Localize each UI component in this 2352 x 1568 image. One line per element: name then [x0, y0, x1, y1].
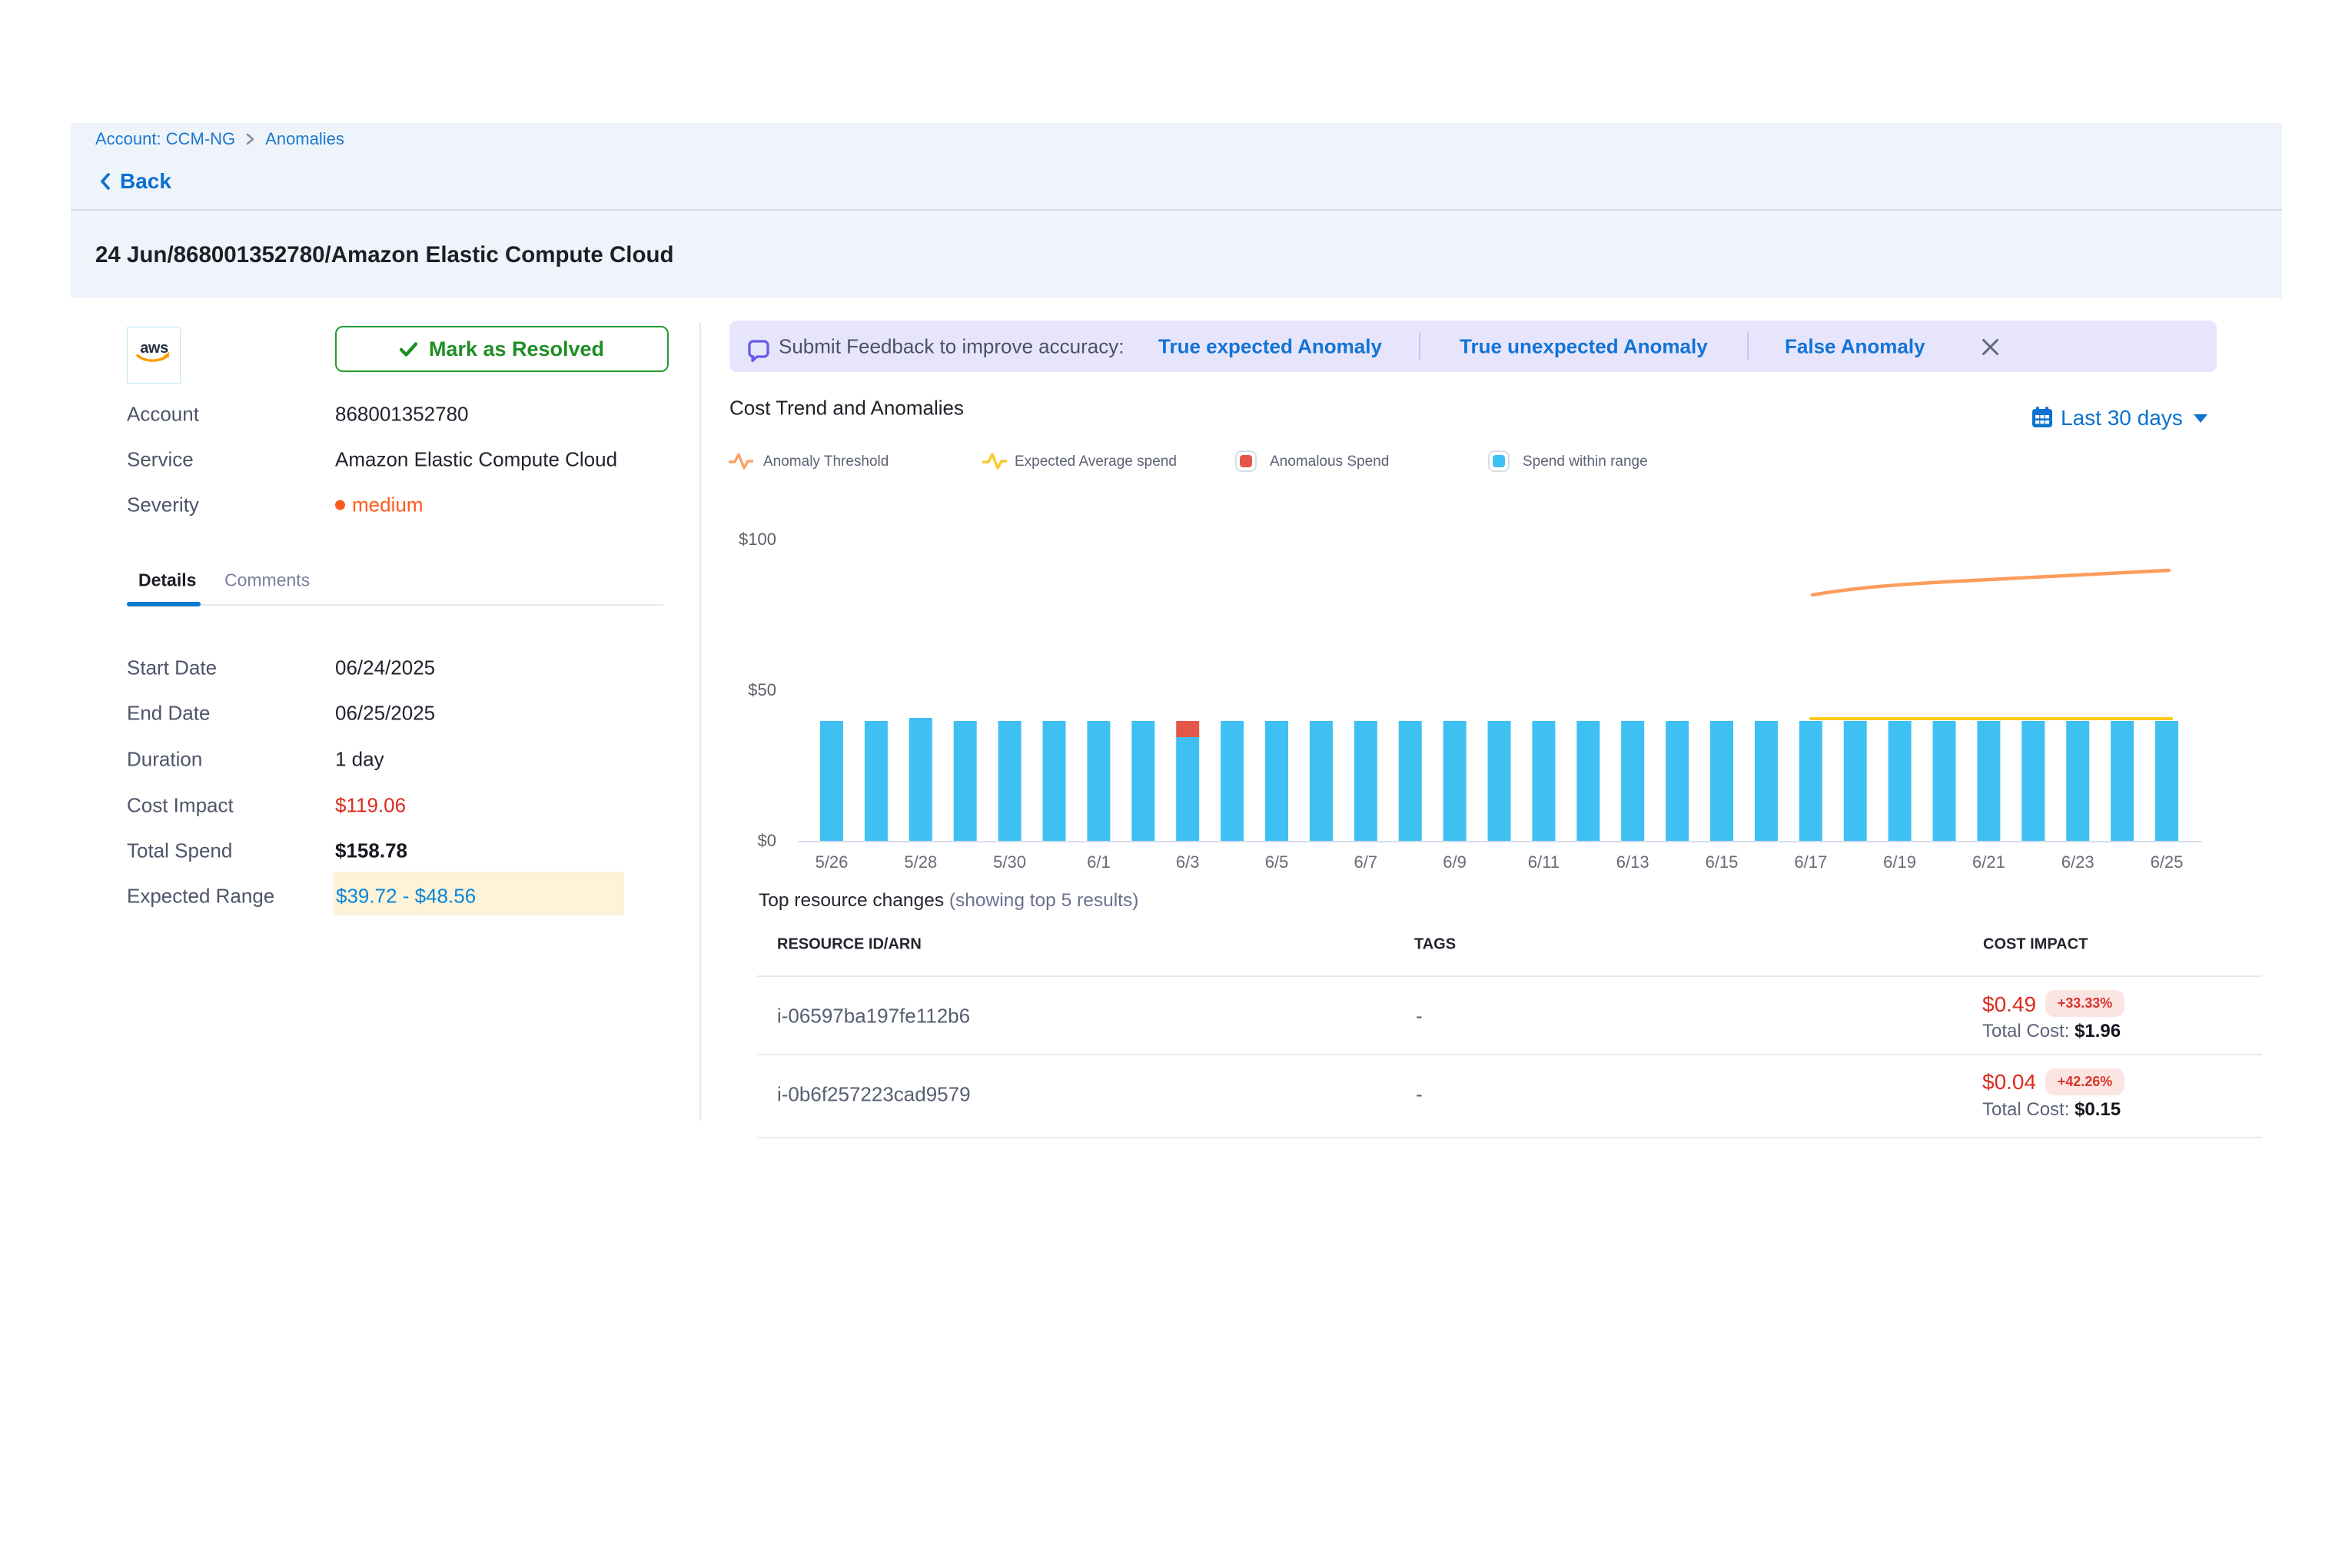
svg-text:$50: $50 [748, 680, 776, 699]
svg-text:6/9: 6/9 [1443, 852, 1467, 872]
svg-text:6/15: 6/15 [1706, 852, 1739, 872]
svg-text:6/17: 6/17 [1794, 852, 1827, 872]
svg-text:5/26: 5/26 [816, 852, 849, 872]
svg-text:5/28: 5/28 [904, 852, 937, 872]
svg-text:6/7: 6/7 [1354, 852, 1378, 872]
svg-text:6/23: 6/23 [2061, 852, 2095, 872]
svg-text:$0: $0 [758, 831, 776, 850]
svg-text:6/19: 6/19 [1883, 852, 1916, 872]
svg-text:6/1: 6/1 [1087, 852, 1111, 872]
svg-text:5/30: 5/30 [993, 852, 1026, 872]
svg-text:6/21: 6/21 [1972, 852, 2005, 872]
svg-text:6/11: 6/11 [1528, 852, 1560, 872]
svg-text:6/5: 6/5 [1265, 852, 1289, 872]
svg-text:6/13: 6/13 [1616, 852, 1649, 872]
svg-text:$100: $100 [739, 530, 776, 549]
svg-text:6/3: 6/3 [1176, 852, 1200, 872]
svg-text:6/25: 6/25 [2151, 852, 2184, 872]
svg-text:aws: aws [140, 340, 168, 357]
